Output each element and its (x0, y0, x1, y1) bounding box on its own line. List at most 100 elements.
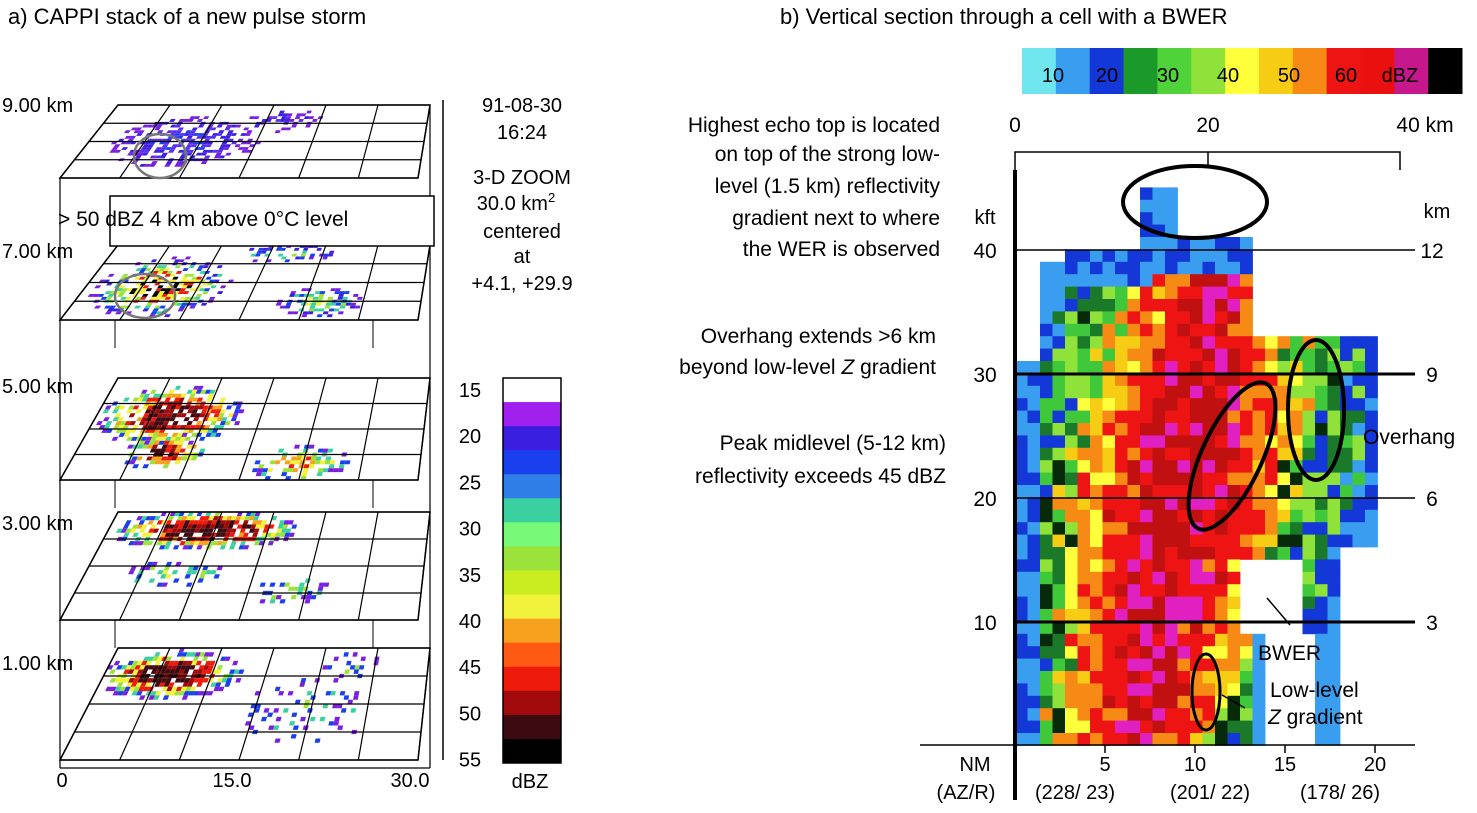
reflectivity-cell (1252, 348, 1266, 362)
colorbar-a-swatch (503, 474, 561, 499)
echo-pixel (180, 456, 188, 461)
reflectivity-cell (1077, 361, 1091, 374)
echo-pixel (168, 682, 175, 687)
echo-pixel (164, 296, 172, 300)
echo-pixel (186, 682, 194, 687)
reflectivity-cell (1177, 373, 1191, 387)
reflectivity-cell (1290, 547, 1303, 560)
reflectivity-cell (1115, 683, 1128, 697)
reflectivity-cell (1152, 199, 1166, 213)
reflectivity-cell (1165, 695, 1178, 709)
echo-pixel (198, 405, 205, 410)
reflectivity-cell (1202, 596, 1216, 610)
echo-pixel (192, 691, 200, 696)
reflectivity-cell (1077, 435, 1091, 449)
colorbar-a-swatch (503, 450, 561, 475)
reflectivity-cell (1052, 311, 1066, 325)
reflectivity-cell (1177, 547, 1191, 560)
reflectivity-cell (1115, 695, 1128, 709)
bwer-leader (1266, 597, 1291, 626)
echo-pixel (142, 686, 150, 692)
echo-pixel (343, 652, 349, 657)
echo-pixel (165, 456, 173, 461)
reflectivity-cell (1165, 633, 1178, 647)
echo-pixel (159, 155, 167, 159)
echo-pixel (143, 149, 151, 153)
colorbar-a-label: 40 (459, 611, 481, 633)
reflectivity-cell (1015, 509, 1028, 523)
reflectivity-cell (1090, 485, 1103, 498)
echo-pixel (153, 695, 160, 700)
echo-pixel (235, 678, 242, 683)
reflectivity-cell (1152, 658, 1166, 672)
reflectivity-cell (1365, 361, 1378, 374)
reflectivity-cell (1115, 547, 1128, 560)
echo-pixel (209, 660, 216, 666)
echo-pixel (164, 669, 172, 674)
echo-pixel (186, 421, 193, 426)
echo-pixel (160, 512, 168, 517)
reflectivity-cell (1302, 609, 1316, 622)
echo-pixel (224, 520, 231, 525)
reflectivity-cell (1215, 311, 1228, 325)
reflectivity-cell (1152, 249, 1166, 263)
reflectivity-cell (1052, 522, 1066, 535)
low-level-z: Z (1267, 706, 1282, 729)
reflectivity-cell (1040, 559, 1053, 573)
reflectivity-cell (1165, 361, 1178, 374)
reflectivity-cell (1090, 385, 1103, 399)
echo-pixel (235, 405, 242, 410)
reflectivity-cell (1327, 695, 1341, 709)
reflectivity-cell (1077, 683, 1091, 697)
echo-pixel (279, 305, 286, 309)
echo-pixel (158, 429, 166, 433)
echo-pixel (115, 429, 123, 433)
echo-pixel (117, 425, 125, 429)
reflectivity-cell (1127, 447, 1141, 461)
reflectivity-cell (1265, 361, 1278, 374)
echo-pixel (129, 460, 136, 465)
echo-pixel (196, 682, 203, 687)
reflectivity-cell (1177, 423, 1191, 436)
reflectivity-cell (1240, 249, 1253, 263)
echo-pixel (209, 389, 216, 394)
echo-pixel (216, 291, 224, 295)
colorbar-a-label: 50 (459, 703, 481, 725)
reflectivity-cell (1177, 646, 1191, 659)
reflectivity-cell (1240, 460, 1253, 473)
reflectivity-cell (1102, 460, 1116, 473)
echo-pixel (114, 413, 122, 418)
echo-pixel (189, 305, 196, 309)
colorbar-a-swatch (503, 426, 561, 451)
echo-pixel (186, 524, 193, 529)
reflectivity-cell (1015, 621, 1028, 635)
echo-pixel (345, 302, 352, 306)
reflectivity-cell (1152, 633, 1166, 647)
reflectivity-cell (1052, 410, 1066, 424)
reflectivity-cell (1102, 671, 1116, 684)
reflectivity-cell (1215, 596, 1228, 610)
echo-pixel (184, 279, 192, 283)
reflectivity-cell (1077, 733, 1091, 746)
reflectivity-cell (1015, 609, 1028, 622)
echo-pixel (246, 138, 254, 142)
reflectivity-cell (1140, 199, 1153, 213)
echo-pixel (251, 520, 258, 525)
echo-pixel (242, 532, 249, 537)
echo-pixel (350, 302, 357, 306)
reflectivity-cell (1190, 261, 1203, 275)
echo-pixel (163, 409, 171, 414)
reflectivity-cell (1090, 261, 1103, 275)
echo-pixel (219, 397, 227, 402)
reflectivity-cell (1140, 311, 1153, 325)
echo-pixel (118, 285, 126, 289)
echo-pixel (161, 152, 169, 156)
reflectivity-cell (1065, 534, 1078, 548)
echo-pixel (309, 305, 316, 309)
echo-pixel (183, 417, 190, 422)
echo-pixel (171, 144, 179, 148)
reflectivity-cell (1015, 633, 1028, 647)
echo-pixel (200, 302, 208, 306)
reflectivity-cell (1190, 274, 1203, 287)
